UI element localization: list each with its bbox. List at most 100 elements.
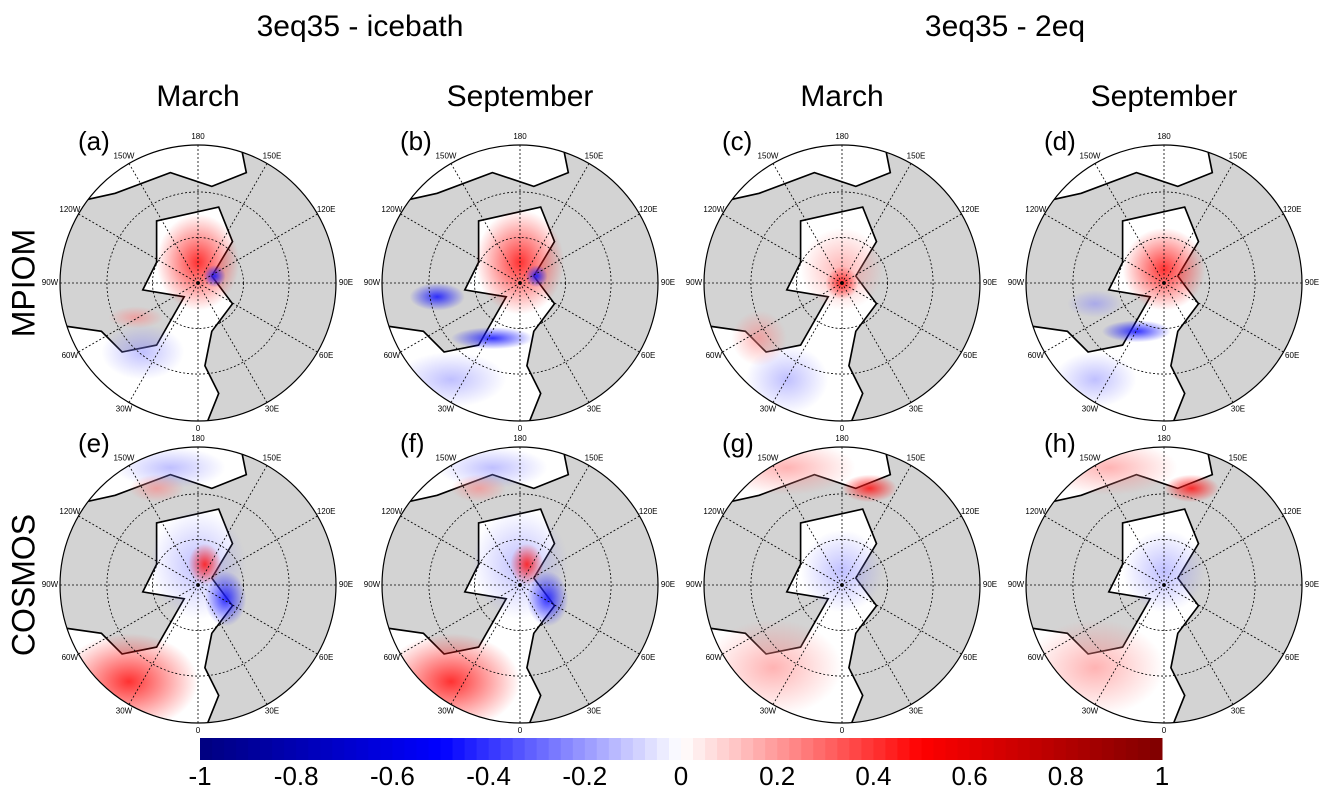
colorbar-step	[440, 738, 454, 760]
panel-label: (h)	[1044, 428, 1076, 458]
colorbar-step	[933, 738, 947, 760]
colorbar-step	[681, 738, 694, 760]
latitude-line	[106, 493, 290, 677]
colorbar-step	[500, 738, 514, 760]
longitude-label: 150E	[1229, 454, 1248, 463]
panel-label: (b)	[400, 126, 432, 156]
longitude-label: 90W	[1008, 278, 1025, 287]
colorbar-step	[693, 738, 706, 760]
longitude-label: 0	[840, 726, 845, 735]
colorbar-step	[320, 738, 333, 760]
colorbar-step	[861, 738, 874, 760]
longitude-label: 90E	[1305, 580, 1319, 589]
meridian	[519, 515, 640, 586]
longitude-label: 60E	[319, 351, 333, 360]
longitude-label: 60W	[62, 653, 79, 662]
colorbar-step	[1029, 738, 1043, 760]
longitude-label: 90E	[1305, 278, 1319, 287]
meridian	[1044, 515, 1165, 586]
colorbar-step	[825, 738, 838, 760]
colorbar-tick-label: -1	[188, 761, 211, 791]
meridian	[772, 282, 843, 403]
longitude-label: 90W	[1008, 580, 1025, 589]
meridian	[519, 584, 640, 655]
meridian	[197, 584, 268, 705]
longitude-label: 30E	[587, 405, 601, 414]
meridian	[1163, 465, 1234, 586]
longitude-label: 0	[1162, 726, 1167, 735]
longitude-label: 60E	[1285, 653, 1299, 662]
longitude-label: 60W	[706, 351, 723, 360]
latitude-line	[106, 191, 290, 375]
colorbar-step	[200, 738, 213, 760]
panel-label: (a)	[78, 126, 110, 156]
meridian	[841, 282, 962, 353]
colorbar-step	[476, 738, 490, 760]
longitude-label: 120E	[639, 205, 658, 214]
longitude-label: 120W	[1025, 507, 1046, 516]
colorbar-step	[1053, 738, 1067, 760]
longitude-label: 120W	[59, 507, 80, 516]
colorbar-step	[1125, 738, 1139, 760]
longitude-label: 180	[191, 434, 205, 443]
map-panel	[704, 447, 980, 723]
colorbar-tick-label: -0.8	[274, 761, 319, 791]
meridian	[197, 282, 318, 353]
meridian	[450, 282, 521, 403]
meridian	[841, 584, 962, 655]
colorbar-step	[1101, 738, 1115, 760]
longitude-label: 30W	[760, 405, 777, 414]
meridian	[1094, 282, 1165, 403]
meridian	[1094, 163, 1165, 284]
meridian	[400, 213, 521, 284]
colorbar-step	[632, 738, 646, 760]
longitude-label: 30W	[438, 707, 455, 716]
anomaly	[409, 283, 465, 311]
anomaly	[101, 324, 185, 380]
colorbar-step	[1017, 738, 1031, 760]
meridian	[1044, 282, 1165, 353]
colorbar-step	[969, 738, 983, 760]
meridian	[78, 282, 199, 353]
colorbar-tick-label: 1	[1155, 761, 1169, 791]
colorbar-tick-label: -0.6	[370, 761, 415, 791]
colorbar-step	[464, 738, 478, 760]
colorbar-step	[1137, 738, 1151, 760]
anomaly	[526, 571, 569, 627]
map-panel	[1026, 145, 1302, 421]
latitude-line	[750, 493, 934, 677]
longitude-label: 150W	[436, 454, 457, 463]
column-title: March	[156, 80, 239, 113]
colorbar-step	[729, 738, 742, 760]
longitude-label: 30E	[909, 707, 923, 716]
row-label: COSMOS	[5, 514, 41, 656]
longitude-label: 150W	[1080, 454, 1101, 463]
longitude-label: 150E	[907, 454, 926, 463]
longitude-label: 30E	[265, 405, 279, 414]
colorbar-step	[945, 738, 959, 760]
longitude-label: 120E	[1283, 507, 1302, 516]
anomaly	[510, 543, 544, 585]
group-title: 3eq35 - 2eq	[925, 10, 1085, 43]
colorbar-step	[524, 738, 538, 760]
meridian	[1163, 282, 1234, 403]
meridian	[197, 163, 268, 284]
meridian	[197, 282, 268, 403]
colorbar-step	[272, 738, 285, 760]
map-border	[381, 144, 659, 422]
meridian	[1044, 584, 1165, 655]
column-title: September	[1091, 80, 1238, 113]
meridian	[519, 163, 590, 284]
meridian	[128, 465, 199, 586]
longitude-label: 120E	[639, 507, 658, 516]
anomaly	[451, 474, 507, 503]
colorbar-step	[536, 738, 550, 760]
longitude-label: 150E	[1229, 152, 1248, 161]
longitude-label: 150W	[436, 152, 457, 161]
meridian	[772, 163, 843, 284]
longitude-label: 90E	[339, 278, 353, 287]
colorbar-tick-label: -0.4	[466, 761, 511, 791]
longitude-label: 90E	[983, 278, 997, 287]
longitude-label: 60W	[384, 653, 401, 662]
colorbar-step	[212, 738, 225, 760]
